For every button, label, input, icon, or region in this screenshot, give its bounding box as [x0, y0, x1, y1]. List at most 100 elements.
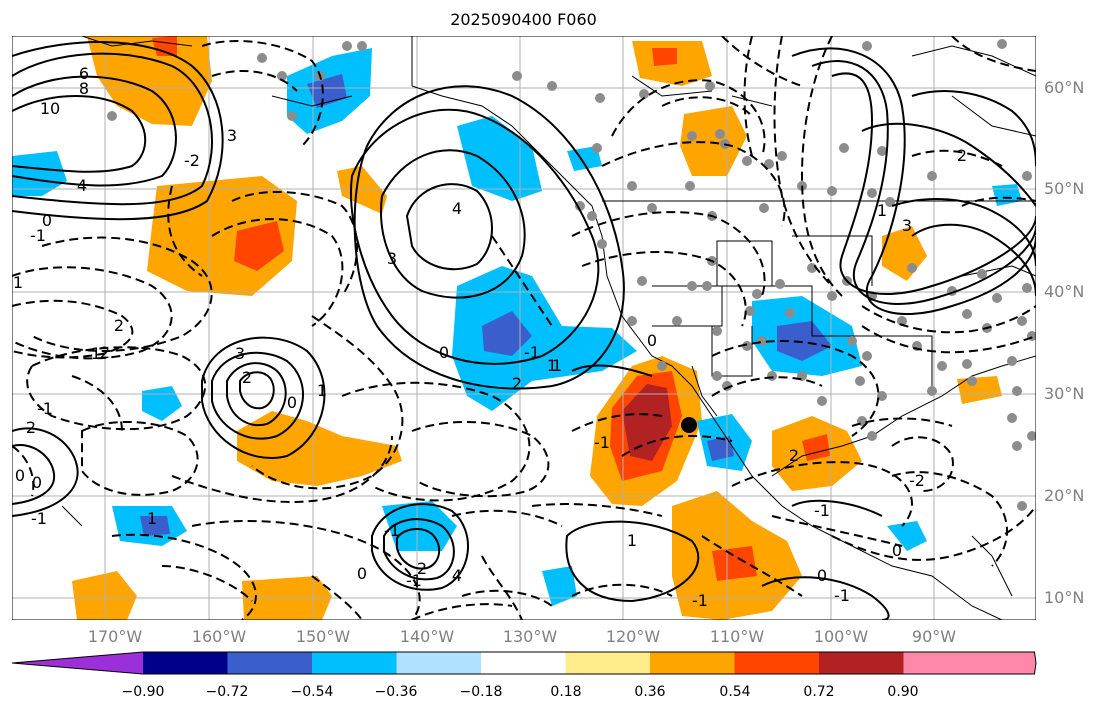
contour-label: 0 [32, 473, 42, 492]
contour-label: -2 [909, 471, 925, 490]
blue-region [142, 386, 182, 421]
colorbar-tick-label: 0.90 [887, 684, 919, 700]
lon-label-140w: 140°W [399, 627, 455, 646]
contour-label: 10 [40, 99, 60, 118]
contour-label: 3 [227, 126, 237, 145]
red-region [152, 36, 177, 56]
colorbar-segment [819, 652, 904, 674]
contour-label: 6 [79, 64, 89, 83]
blue-region [457, 116, 542, 201]
lat-label-20n: 20°N [1044, 486, 1085, 505]
contour-label: 4 [77, 176, 87, 195]
contour-label: 0 [357, 564, 367, 583]
storm-center-marker [681, 417, 697, 433]
contour-label: 0 [647, 331, 657, 350]
colorbar-extend-max [903, 652, 1036, 674]
contour-label: 0 [439, 343, 449, 362]
contour-label: 1 [317, 381, 327, 400]
lon-label-130w: 130°W [502, 627, 558, 646]
lon-label-100w: 100°W [813, 627, 869, 646]
contour-label: 2 [114, 316, 124, 335]
contour-label: -1 [30, 226, 46, 245]
contour-label: -1 [814, 501, 830, 520]
colorbar-tick-label: 0.36 [634, 684, 666, 700]
colorbar-segment [481, 652, 566, 674]
contour-label: 1 [91, 344, 101, 363]
blue-region [887, 521, 927, 551]
lat-label-10n: 10°N [1044, 588, 1085, 607]
colorbar-tick-label: −0.36 [374, 684, 418, 700]
darkred-region [622, 384, 672, 461]
orange-region [680, 106, 747, 176]
contour-label: 0 [42, 211, 52, 230]
orange-region [237, 411, 402, 486]
coastlines [61, 36, 1036, 620]
colorbar [11, 651, 1037, 675]
contour-label: 2 [26, 418, 36, 437]
contour-label: 0 [817, 566, 827, 585]
contour-label: 0 [15, 466, 25, 485]
red-region [234, 221, 284, 271]
colorbar-tick-label: 0.54 [719, 684, 751, 700]
contour-label: 3 [387, 249, 397, 268]
blue-region [542, 566, 577, 606]
colorbar-segment [396, 652, 482, 674]
lat-label-30n: 30°N [1044, 384, 1085, 403]
blue-region [12, 151, 67, 196]
contour-label: 2 [512, 374, 522, 393]
contour-label: 1 [877, 201, 887, 220]
contour-label: 8 [79, 79, 89, 98]
contour-label: -1 [406, 571, 422, 590]
contour-label: 1 [547, 356, 557, 375]
colorbar-tick-label: 0.18 [550, 684, 582, 700]
lat-label-60n: 60°N [1044, 78, 1085, 97]
contour-label: 2 [242, 368, 252, 387]
contour-label: -1 [31, 509, 47, 528]
colorbar-tick-label: −0.54 [290, 684, 334, 700]
red-region [712, 546, 757, 581]
colorbar-segment [565, 652, 651, 674]
contour-label: -1 [524, 343, 540, 362]
contour-label: 3 [902, 216, 912, 235]
contour-label: 1 [627, 531, 637, 550]
blue-region [382, 501, 457, 551]
lon-label-170w: 170°W [87, 627, 143, 646]
colorbar-segment [650, 652, 735, 674]
contour-label: -2 [184, 151, 200, 170]
contour-label: -1 [834, 586, 850, 605]
colorbar-segment [143, 652, 228, 674]
colorbar-extend-min [12, 652, 143, 674]
lat-label-50n: 50°N [1044, 179, 1085, 198]
orange-region [337, 166, 387, 214]
plot-title: 2025090400 F060 [450, 10, 597, 29]
lat-label-40n: 40°N [1044, 282, 1085, 301]
contour-label: -1 [692, 591, 708, 610]
contour-label: 4 [452, 566, 462, 585]
solid-contours [12, 41, 1036, 620]
contour-label: 4 [452, 199, 462, 218]
medblue-region [777, 321, 832, 361]
contour-label: 0 [287, 393, 297, 412]
red-region [652, 48, 677, 66]
contour-label: 1 [13, 273, 23, 292]
lon-label-160w: 160°W [191, 627, 247, 646]
colorbar-tick-label: −0.18 [459, 684, 503, 700]
contour-label: 2 [100, 343, 110, 362]
contour-label: 1 [552, 356, 562, 375]
blue-region [452, 266, 637, 411]
station-points [107, 39, 1036, 511]
contour-label: 0 [892, 541, 902, 560]
contour-label: 3 [235, 344, 245, 363]
dashed-contours [12, 36, 1036, 620]
medblue-region [140, 516, 170, 536]
contour-label: 2 [957, 146, 967, 165]
lon-label-120w: 120°W [605, 627, 661, 646]
colorbar-segment [227, 652, 313, 674]
contour-label: -1 [384, 521, 400, 540]
contour-label: 2 [417, 559, 427, 578]
contour-label: 2 [789, 446, 799, 465]
colorbar-segment [312, 652, 397, 674]
lon-label-90w: 90°W [911, 627, 957, 646]
